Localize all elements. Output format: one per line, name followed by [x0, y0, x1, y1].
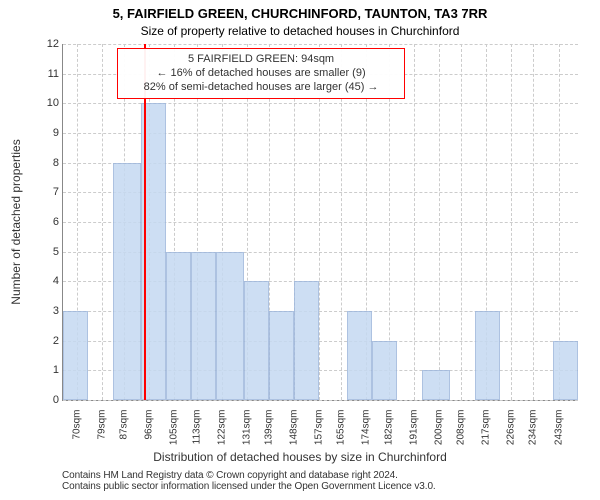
xtick-label: 70sqm: [71, 410, 82, 440]
histogram-bar: [269, 311, 294, 400]
xtick-label: 217sqm: [481, 410, 492, 446]
histogram-bar: [244, 281, 269, 400]
footer-line2: Contains public sector information licen…: [62, 481, 436, 492]
xtick-label: 122sqm: [216, 410, 227, 446]
gridline-h: [63, 44, 578, 45]
xtick-label: 208sqm: [456, 410, 467, 446]
annotation-line1: 5 FAIRFIELD GREEN: 94sqm: [126, 53, 396, 67]
gridline-v: [533, 44, 534, 400]
ytick-label: 9: [53, 127, 59, 139]
gridline-h: [63, 400, 578, 401]
footer-line1: Contains HM Land Registry data © Crown c…: [62, 470, 436, 481]
xtick-label: 87sqm: [119, 410, 130, 440]
xtick-label: 191sqm: [408, 410, 419, 446]
histogram-bar: [216, 252, 244, 400]
chart-subtitle: Size of property relative to detached ho…: [0, 24, 600, 38]
chart-container: 5, FAIRFIELD GREEN, CHURCHINFORD, TAUNTO…: [0, 0, 600, 500]
gridline-v: [511, 44, 512, 400]
xtick-label: 79sqm: [96, 410, 107, 440]
histogram-bar: [553, 341, 578, 400]
ytick-label: 3: [53, 305, 59, 317]
xtick-label: 113sqm: [191, 410, 202, 445]
histogram-bar: [422, 370, 450, 400]
histogram-bar: [113, 163, 141, 400]
ytick-label: 8: [53, 157, 59, 169]
ytick-label: 4: [53, 275, 59, 287]
gridline-v: [461, 44, 462, 400]
histogram-bar: [372, 341, 397, 400]
xtick-label: 243sqm: [553, 410, 564, 446]
xtick-label: 165sqm: [336, 410, 347, 446]
histogram-bar: [191, 252, 216, 400]
ytick-label: 10: [47, 97, 59, 109]
xtick-label: 234sqm: [528, 410, 539, 446]
gridline-v: [439, 44, 440, 400]
xtick-label: 139sqm: [264, 410, 275, 446]
gridline-v: [414, 44, 415, 400]
plot-area: 5 FAIRFIELD GREEN: 94sqm ← 16% of detach…: [62, 44, 578, 401]
xtick-label: 226sqm: [506, 410, 517, 446]
xtick-label: 182sqm: [383, 410, 394, 446]
y-axis-label: Number of detached properties: [9, 139, 23, 304]
ytick-label: 0: [53, 394, 59, 406]
histogram-bar: [347, 311, 372, 400]
ytick-label: 2: [53, 335, 59, 347]
annotation-line3: 82% of semi-detached houses are larger (…: [126, 81, 396, 95]
histogram-bar: [63, 311, 88, 400]
xtick-label: 200sqm: [433, 410, 444, 446]
ytick-label: 11: [48, 68, 59, 80]
chart-title: 5, FAIRFIELD GREEN, CHURCHINFORD, TAUNTO…: [0, 6, 600, 21]
x-axis-label: Distribution of detached houses by size …: [0, 450, 600, 464]
xtick-label: 174sqm: [361, 410, 372, 446]
ytick-label: 6: [53, 216, 59, 228]
histogram-bar: [294, 281, 319, 400]
ytick-label: 7: [53, 186, 59, 198]
annotation-line2: ← 16% of detached houses are smaller (9): [126, 67, 396, 81]
xtick-label: 96sqm: [144, 410, 155, 440]
ytick-label: 1: [53, 364, 59, 376]
histogram-bar: [166, 252, 191, 400]
gridline-v: [102, 44, 103, 400]
ytick-label: 5: [53, 246, 59, 258]
ytick-label: 12: [47, 38, 59, 50]
xtick-label: 157sqm: [314, 410, 325, 446]
xtick-label: 105sqm: [169, 410, 180, 446]
xtick-label: 131sqm: [241, 410, 252, 446]
footer-attribution: Contains HM Land Registry data © Crown c…: [62, 470, 436, 492]
xtick-label: 148sqm: [289, 410, 300, 446]
histogram-bar: [475, 311, 500, 400]
annotation-box: 5 FAIRFIELD GREEN: 94sqm ← 16% of detach…: [117, 48, 405, 99]
